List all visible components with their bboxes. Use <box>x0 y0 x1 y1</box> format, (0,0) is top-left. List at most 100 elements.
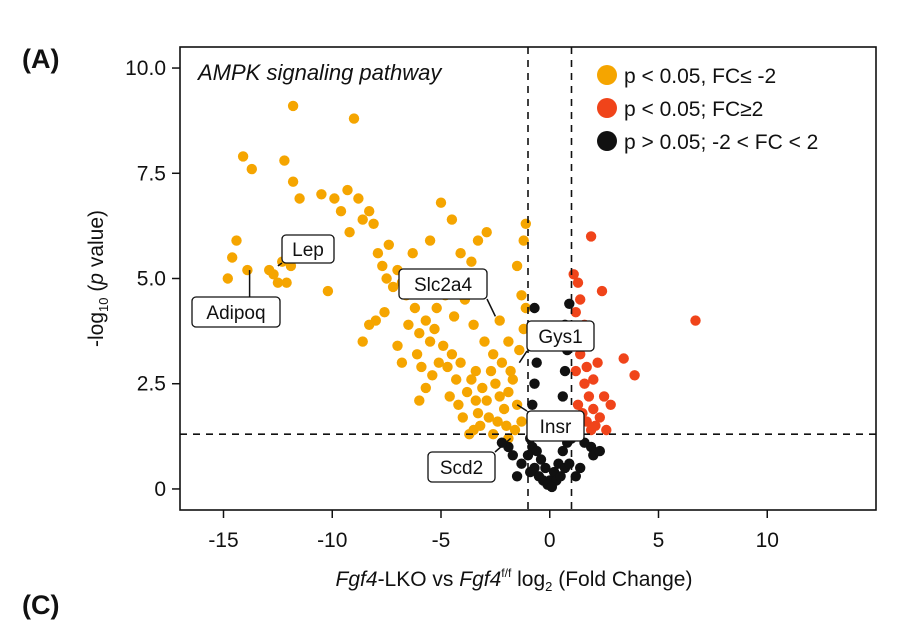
point-s2-8 <box>557 445 568 457</box>
point-s0-28 <box>364 206 375 217</box>
gene-box-4 <box>526 410 585 442</box>
point-s0-67 <box>481 395 492 406</box>
point-s1-20 <box>598 391 610 402</box>
point-s0-33 <box>383 239 394 250</box>
point-s2-41 <box>496 437 508 448</box>
point-s0-104 <box>503 336 514 347</box>
point-s0-80 <box>501 420 512 431</box>
y-axis: 0 2.5 5.0 7.5 10.0 <box>125 57 180 501</box>
point-s0-45 <box>414 328 425 339</box>
point-s0-8 <box>268 269 279 280</box>
point-s0-26 <box>353 193 364 204</box>
panel-label-c: (C) <box>22 590 60 620</box>
point-s0-15 <box>287 100 299 112</box>
point-s0-14 <box>294 193 305 204</box>
point-s1-2 <box>570 307 581 318</box>
y-tick-label-4: 10.0 <box>125 57 166 80</box>
point-s1-26 <box>575 294 586 305</box>
point-s0-94 <box>518 235 529 246</box>
data-points <box>222 100 701 493</box>
point-s0-98 <box>455 248 466 259</box>
point-s0-34 <box>387 281 399 293</box>
point-s0-99 <box>481 227 492 238</box>
x-tick-label-2: -5 <box>432 529 451 552</box>
x-tick-label-5: 10 <box>756 529 779 552</box>
point-s0-30 <box>372 248 384 259</box>
point-s0-48 <box>420 315 431 326</box>
point-s0-70 <box>494 391 505 402</box>
gene-box-1 <box>191 296 281 328</box>
y-axis-label-sub: 10 <box>96 298 111 312</box>
gene-leader-5 <box>494 437 512 453</box>
point-s2-4 <box>540 462 551 474</box>
point-s0-82 <box>448 311 460 322</box>
point-s0-101 <box>435 197 447 208</box>
point-s0-90 <box>518 323 529 335</box>
gene-labels: Lep Adipoq Slc2a4 Gys1 Insr Scd2 <box>191 234 595 483</box>
point-s0-96 <box>472 235 484 246</box>
point-s0-108 <box>392 340 403 351</box>
point-s2-30 <box>529 302 540 314</box>
point-s0-47 <box>416 361 427 373</box>
y-axis-label-post: value) <box>85 210 108 273</box>
point-s0-4 <box>237 151 249 162</box>
point-s0-56 <box>442 361 453 373</box>
x-axis-label-italic: Fgf4 <box>336 568 378 591</box>
point-s0-32 <box>381 273 392 284</box>
point-s2-40 <box>594 445 605 457</box>
point-s0-61 <box>457 412 468 423</box>
point-s0-10 <box>281 277 292 288</box>
point-s0-29 <box>368 218 379 229</box>
point-s0-73 <box>507 374 518 385</box>
point-s0-3 <box>242 264 253 276</box>
point-s0-95 <box>520 218 531 229</box>
point-s0-0 <box>222 273 233 284</box>
gene-leader-0 <box>277 262 283 267</box>
point-s1-7 <box>583 391 595 402</box>
point-s0-27 <box>357 214 368 225</box>
point-s0-13 <box>287 176 299 187</box>
point-s1-19 <box>596 285 608 297</box>
x-axis-label-italic2: Fgf4 <box>459 568 501 591</box>
point-s0-84 <box>468 319 479 330</box>
legend-swatch-2 <box>597 131 617 151</box>
point-s0-100 <box>446 214 458 225</box>
point-s2-3 <box>535 454 547 465</box>
point-s0-22 <box>335 206 347 217</box>
point-s0-60 <box>453 399 464 410</box>
point-s0-31 <box>377 260 388 272</box>
point-s1-12 <box>590 420 601 431</box>
legend-swatch-1 <box>597 98 617 118</box>
gene-label-0: Lep <box>292 240 324 261</box>
point-s0-51 <box>433 357 444 368</box>
point-s0-114 <box>470 365 481 377</box>
point-s2-31 <box>557 391 568 402</box>
point-s0-66 <box>477 382 488 394</box>
point-s0-65 <box>472 408 484 419</box>
point-s0-37 <box>364 319 375 330</box>
point-s2-22 <box>570 471 581 482</box>
point-s0-72 <box>503 386 514 398</box>
point-s0-54 <box>414 395 425 406</box>
point-s2-21 <box>511 471 523 482</box>
gene-box-2 <box>398 268 488 300</box>
point-s0-74 <box>511 399 523 410</box>
point-s0-38 <box>357 336 368 347</box>
gene-label-4: Insr <box>540 417 572 438</box>
point-s2-32 <box>559 365 571 377</box>
gene-box-0 <box>281 234 335 264</box>
point-s2-28 <box>531 357 542 368</box>
point-s0-5 <box>246 163 257 175</box>
point-s1-8 <box>572 399 584 410</box>
y-axis-label-mid: ( <box>85 285 108 298</box>
point-s0-81 <box>509 424 521 436</box>
point-s1-21 <box>601 424 612 436</box>
point-s0-62 <box>461 386 473 398</box>
point-s0-106 <box>431 302 442 314</box>
gene-leader-4 <box>516 404 528 412</box>
point-s0-88 <box>505 365 516 377</box>
y-axis-label-italic: p <box>85 273 108 286</box>
point-s1-23 <box>618 353 629 364</box>
x-tick-label-4: 5 <box>653 529 665 552</box>
